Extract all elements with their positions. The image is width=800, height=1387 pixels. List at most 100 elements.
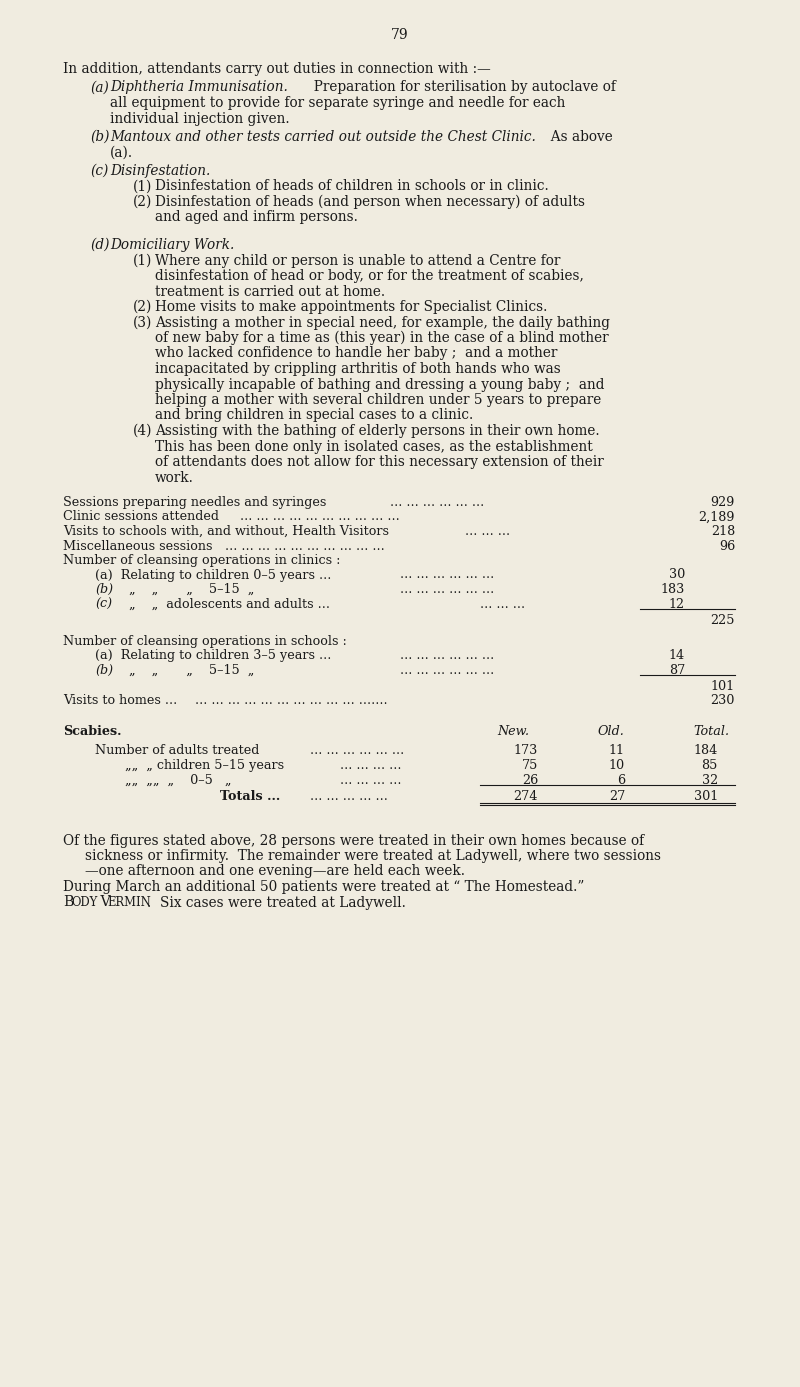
Text: Where any child or person is unable to attend a Centre for: Where any child or person is unable to a… xyxy=(155,254,560,268)
Text: 301: 301 xyxy=(694,791,718,803)
Text: 26: 26 xyxy=(522,774,538,786)
Text: Miscellaneous sessions: Miscellaneous sessions xyxy=(63,540,213,552)
Text: (d): (d) xyxy=(90,239,110,252)
Text: (b): (b) xyxy=(95,663,113,677)
Text: (c): (c) xyxy=(90,164,108,178)
Text: individual injection given.: individual injection given. xyxy=(110,111,290,125)
Text: (3): (3) xyxy=(133,315,152,330)
Text: —one afternoon and one evening—are held each week.: —one afternoon and one evening—are held … xyxy=(85,864,465,878)
Text: Home visits to make appointments for Specialist Clinics.: Home visits to make appointments for Spe… xyxy=(155,300,547,313)
Text: As above: As above xyxy=(542,130,613,144)
Text: ... ... ... ... ... ...: ... ... ... ... ... ... xyxy=(400,663,494,677)
Text: of attendants does not allow for this necessary extension of their: of attendants does not allow for this ne… xyxy=(155,455,604,469)
Text: ... ... ... ... ... ...: ... ... ... ... ... ... xyxy=(400,569,494,581)
Text: Totals ...: Totals ... xyxy=(220,791,280,803)
Text: 79: 79 xyxy=(391,28,409,42)
Text: ... ... ... ... ... ...: ... ... ... ... ... ... xyxy=(400,649,494,662)
Text: disinfestation of head or body, or for the treatment of scabies,: disinfestation of head or body, or for t… xyxy=(155,269,584,283)
Text: Sessions preparing needles and syringes: Sessions preparing needles and syringes xyxy=(63,497,326,509)
Text: 75: 75 xyxy=(522,759,538,773)
Text: V: V xyxy=(96,896,110,910)
Text: 173: 173 xyxy=(514,745,538,757)
Text: „    „  adolescents and adults ...: „ „ adolescents and adults ... xyxy=(129,598,330,610)
Text: ERMIN: ERMIN xyxy=(107,896,150,908)
Text: Scabies.: Scabies. xyxy=(63,725,122,738)
Text: Diphtheria Immunisation.: Diphtheria Immunisation. xyxy=(110,80,288,94)
Text: sickness or infirmity.  The remainder were treated at Ladywell, where two sessio: sickness or infirmity. The remainder wer… xyxy=(85,849,661,863)
Text: (a).: (a). xyxy=(110,146,133,160)
Text: and bring children in special cases to a clinic.: and bring children in special cases to a… xyxy=(155,409,474,423)
Text: all equipment to provide for separate syringe and needle for each: all equipment to provide for separate sy… xyxy=(110,96,566,110)
Text: Number of cleansing operations in schools :: Number of cleansing operations in school… xyxy=(63,634,347,648)
Text: (4): (4) xyxy=(133,424,153,438)
Text: of new baby for a time as (this year) in the case of a blind mother: of new baby for a time as (this year) in… xyxy=(155,331,609,345)
Text: Of the figures stated above, 28 persons were treated in their own homes because : Of the figures stated above, 28 persons … xyxy=(63,834,644,847)
Text: ... ... ... ...: ... ... ... ... xyxy=(340,759,402,773)
Text: (a): (a) xyxy=(90,80,109,94)
Text: 14: 14 xyxy=(669,649,685,662)
Text: Domiciliary Work.: Domiciliary Work. xyxy=(110,239,234,252)
Text: (2): (2) xyxy=(133,196,152,209)
Text: 2,189: 2,189 xyxy=(698,510,735,523)
Text: 225: 225 xyxy=(710,614,735,627)
Text: (1): (1) xyxy=(133,179,152,194)
Text: 96: 96 xyxy=(718,540,735,552)
Text: (1): (1) xyxy=(133,254,152,268)
Text: Number of adults treated: Number of adults treated xyxy=(95,745,259,757)
Text: ... ... ... ...: ... ... ... ... xyxy=(340,774,402,786)
Text: In addition, attendants carry out duties in connection with :—: In addition, attendants carry out duties… xyxy=(63,62,490,76)
Text: 11: 11 xyxy=(609,745,625,757)
Text: 30: 30 xyxy=(669,569,685,581)
Text: During March an additional 50 patients were treated at “ The Homestead.”: During March an additional 50 patients w… xyxy=(63,879,584,895)
Text: ODY: ODY xyxy=(71,896,98,908)
Text: 184: 184 xyxy=(694,745,718,757)
Text: 10: 10 xyxy=(609,759,625,773)
Text: ... ... ...: ... ... ... xyxy=(465,526,510,538)
Text: Preparation for sterilisation by autoclave of: Preparation for sterilisation by autocla… xyxy=(305,80,616,94)
Text: 929: 929 xyxy=(710,497,735,509)
Text: Total.: Total. xyxy=(693,725,729,738)
Text: ... ... ... ... ... ... ... ... ... ...: ... ... ... ... ... ... ... ... ... ... xyxy=(225,540,385,552)
Text: and aged and infirm persons.: and aged and infirm persons. xyxy=(155,211,358,225)
Text: New.: New. xyxy=(497,725,529,738)
Text: ... ... ...: ... ... ... xyxy=(480,598,525,610)
Text: ... ... ... ... ... ...: ... ... ... ... ... ... xyxy=(400,583,494,596)
Text: 274: 274 xyxy=(514,791,538,803)
Text: (c): (c) xyxy=(95,598,112,610)
Text: 230: 230 xyxy=(710,695,735,707)
Text: Number of cleansing operations in clinics :: Number of cleansing operations in clinic… xyxy=(63,553,341,567)
Text: work.: work. xyxy=(155,470,194,484)
Text: incapacitated by crippling arthritis of both hands who was: incapacitated by crippling arthritis of … xyxy=(155,362,561,376)
Text: Assisting with the bathing of elderly persons in their own home.: Assisting with the bathing of elderly pe… xyxy=(155,424,600,438)
Text: .  Six cases were treated at Ladywell.: . Six cases were treated at Ladywell. xyxy=(147,896,406,910)
Text: Disinfestation.: Disinfestation. xyxy=(110,164,210,178)
Text: Visits to homes ...: Visits to homes ... xyxy=(63,695,178,707)
Text: „„  „„  „    0–5   „: „„ „„ „ 0–5 „ xyxy=(125,774,231,786)
Text: (a)  Relating to children 0–5 years ...: (a) Relating to children 0–5 years ... xyxy=(95,569,331,581)
Text: 218: 218 xyxy=(710,526,735,538)
Text: Disinfestation of heads (and person when necessary) of adults: Disinfestation of heads (and person when… xyxy=(155,196,585,209)
Text: (b): (b) xyxy=(95,583,113,596)
Text: Clinic sessions attended: Clinic sessions attended xyxy=(63,510,219,523)
Text: Old.: Old. xyxy=(598,725,625,738)
Text: 85: 85 xyxy=(702,759,718,773)
Text: 87: 87 xyxy=(669,663,685,677)
Text: Disinfestation of heads of children in schools or in clinic.: Disinfestation of heads of children in s… xyxy=(155,179,549,194)
Text: who lacked confidence to handle her baby ;  and a mother: who lacked confidence to handle her baby… xyxy=(155,347,558,361)
Text: physically incapable of bathing and dressing a young baby ;  and: physically incapable of bathing and dres… xyxy=(155,377,605,391)
Text: 101: 101 xyxy=(711,680,735,694)
Text: ... ... ... ... ... ... ... ... ... ...: ... ... ... ... ... ... ... ... ... ... xyxy=(240,510,400,523)
Text: (2): (2) xyxy=(133,300,152,313)
Text: (a)  Relating to children 3–5 years ...: (a) Relating to children 3–5 years ... xyxy=(95,649,331,662)
Text: ... ... ... ... ... ...: ... ... ... ... ... ... xyxy=(390,497,484,509)
Text: ... ... ... ... ...: ... ... ... ... ... xyxy=(310,791,388,803)
Text: 32: 32 xyxy=(702,774,718,786)
Text: 27: 27 xyxy=(609,791,625,803)
Text: „„  „ children 5–15 years: „„ „ children 5–15 years xyxy=(125,759,284,773)
Text: Mantoux and other tests carried out outside the Chest Clinic.: Mantoux and other tests carried out outs… xyxy=(110,130,536,144)
Text: B: B xyxy=(63,896,74,910)
Text: 12: 12 xyxy=(669,598,685,610)
Text: ... ... ... ... ... ... ... ... ... ... .......: ... ... ... ... ... ... ... ... ... ... … xyxy=(195,695,388,707)
Text: ... ... ... ... ... ...: ... ... ... ... ... ... xyxy=(310,745,404,757)
Text: Visits to schools with, and without, Health Visitors: Visits to schools with, and without, Hea… xyxy=(63,526,389,538)
